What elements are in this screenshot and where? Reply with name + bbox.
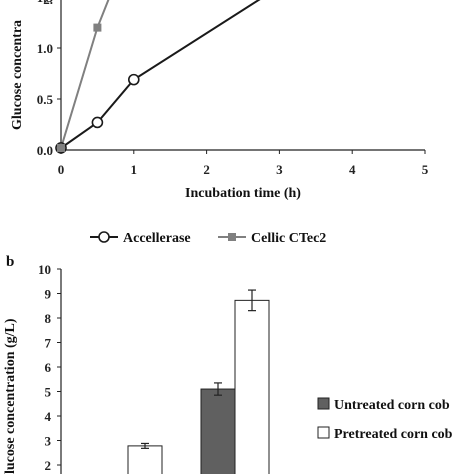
panel-a-point-accellerase <box>91 116 104 129</box>
panel-a: Glucose concentra 0.00.51.01.52.02.52. 0… <box>10 0 429 246</box>
panel-a-x-tick-label: 2 <box>203 162 210 177</box>
legend-label-untreated: Untreated corn cob <box>334 398 450 413</box>
legend-label-cellic-ctec2: Cellic CTec2 <box>251 231 326 246</box>
panel-b-bar <box>127 445 163 474</box>
panel-a-x-tick-label: 3 <box>276 162 283 177</box>
panel-a-x-tick-label: 0 <box>58 162 65 177</box>
panel-a-point-accellerase <box>128 73 140 86</box>
panel-a-point-cellic-ctec2 <box>57 143 65 152</box>
panel-b: b lucose concentration (g/L) 2345678910 … <box>3 254 453 474</box>
legend-label-accellerase: Accellerase <box>123 231 191 246</box>
legend-item-cellic-ctec2: Cellic CTec2 <box>218 231 326 246</box>
panel-a-series-line-0 <box>60 0 261 149</box>
legend-swatch-pretreated <box>317 426 330 439</box>
panel-a-y-tick-label: 1.5 <box>37 0 54 5</box>
panel-b-y-tick-label: 8 <box>45 311 52 326</box>
panel-b-y-tick-label: 4 <box>45 409 52 424</box>
legend-item-pretreated: Pretreated corn cob <box>317 426 453 442</box>
panel-a-y-tick-label: 2. <box>43 0 53 7</box>
panel-a-point-cellic-ctec2 <box>93 23 102 32</box>
panel-b-y-axis-title: lucose concentration (g/L) <box>3 318 18 474</box>
panel-b-legend: Untreated corn cob Pretreated corn cob <box>317 397 453 442</box>
panel-a-x-tick-label: 1 <box>131 162 138 177</box>
panel-a-y-tick-label: 1.0 <box>37 41 53 56</box>
panel-a-x-tick-label: 4 <box>349 162 356 177</box>
panel-b-y-tick-label: 10 <box>38 262 51 277</box>
panel-b-y-tick-label: 5 <box>45 385 52 400</box>
panel-a-x-axis-title: Incubation time (h) <box>185 186 301 201</box>
panel-b-label: b <box>6 254 14 270</box>
panel-b-y-tick-label: 9 <box>45 287 52 302</box>
panel-a-y-tick-label: 0.5 <box>37 92 54 107</box>
legend-marker-square <box>228 233 236 241</box>
panel-a-y-axis-title: Glucose concentra <box>10 20 25 130</box>
panel-b-bar <box>234 299 270 474</box>
legend-swatch-untreated <box>317 397 330 410</box>
panel-a-x-tick-label: 5 <box>422 162 429 177</box>
panel-b-y-tick-label: 2 <box>45 458 52 473</box>
panel-a-series-line-1 <box>60 0 110 149</box>
legend-item-untreated: Untreated corn cob <box>317 397 450 413</box>
legend-marker-circle <box>98 231 110 243</box>
panel-b-y-tick-label: 6 <box>45 360 52 375</box>
legend-item-accellerase: Accellerase <box>90 231 191 246</box>
panel-b-y-tick-label: 7 <box>45 336 52 351</box>
panel-b-y-tick-label: 3 <box>45 434 52 449</box>
legend-label-pretreated: Pretreated corn cob <box>334 427 453 442</box>
panel-a-y-tick-label: 0.0 <box>37 143 53 158</box>
panel-a-legend: Accellerase Cellic CTec2 <box>90 231 326 246</box>
panel-b-bar <box>200 388 236 474</box>
